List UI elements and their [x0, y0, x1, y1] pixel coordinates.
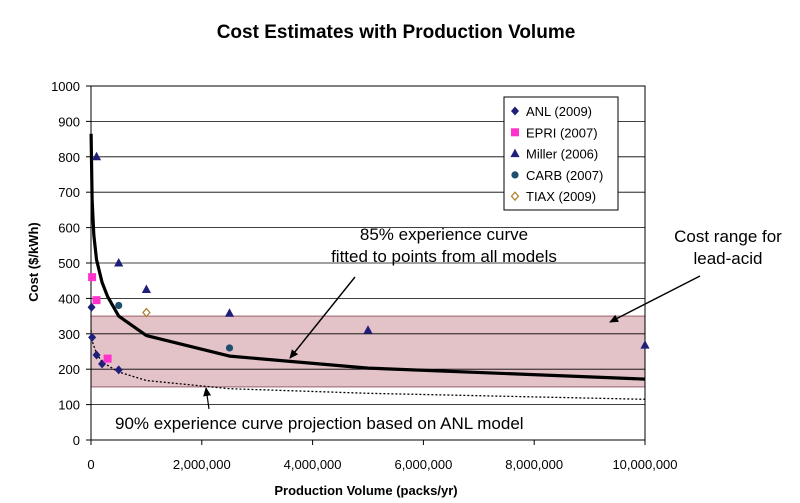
x-tick-label: 4,000,000: [284, 457, 342, 472]
fit-curve-85pct: [89, 133, 646, 381]
legend-marker: [511, 106, 519, 116]
annotation-layer: 85% experience curve fitted to points fro…: [115, 225, 782, 433]
chart-title: Cost Estimates with Production Volume: [217, 22, 576, 43]
plot-frame: [90, 85, 646, 441]
legend-label: TIAX (2009): [526, 189, 596, 204]
lead-acid-label-line: Cost range for: [674, 227, 782, 246]
y-tick-label: 1000: [51, 79, 80, 94]
points-layer: [87, 151, 650, 375]
x-tick-label: 8,000,000: [505, 457, 563, 472]
data-point-triangle: [640, 340, 650, 349]
lead-acid-label: Cost range for lead-acid: [674, 227, 782, 268]
legend: ANL (2009) EPRI (2007) Miller (2006) CARB (…: [503, 96, 619, 211]
y-tick-label: 900: [58, 114, 80, 129]
legend-marker: [510, 191, 520, 202]
y-tick-label: 200: [58, 362, 80, 377]
projection-curve-label: 90% experience curve projection based on…: [115, 414, 524, 433]
data-point-diamond: [88, 332, 97, 342]
legend-label: Miller (2006): [526, 147, 598, 162]
data-point-circle: [225, 344, 234, 352]
lead-acid-arrow: [609, 275, 701, 323]
fit-curve-label-line: 85% experience curve: [360, 225, 528, 244]
data-point-diamond: [92, 350, 101, 360]
data-point-diamond: [114, 365, 123, 375]
lead-acid-label-line: lead-acid: [694, 249, 763, 268]
data-point-triangle: [114, 258, 124, 267]
data-point-square: [88, 273, 97, 282]
y-axis-title: Cost ($/kWh): [26, 222, 41, 301]
legend-marker: [510, 148, 520, 158]
data-point-square: [103, 354, 112, 363]
x-tick-label: 2,000,000: [173, 457, 231, 472]
legend-label: ANL (2009): [526, 104, 592, 119]
data-point-triangle: [363, 325, 373, 334]
y-tick-label: 500: [58, 256, 80, 271]
y-tick-label: 400: [58, 291, 80, 306]
y-tick-label: 800: [58, 150, 80, 165]
y-tick-label: 100: [58, 398, 80, 413]
legend-label: EPRI (2007): [526, 125, 598, 140]
x-tick-label: 6,000,000: [394, 457, 452, 472]
data-point-triangle: [141, 284, 151, 294]
legend-marker: [511, 128, 519, 137]
projection-curve-arrow: [203, 387, 212, 410]
y-tick-label: 600: [58, 221, 80, 236]
legend-marker: [511, 171, 519, 179]
legend-box: [503, 96, 619, 211]
data-point-triangle: [91, 151, 102, 161]
data-point-diamond: [87, 302, 96, 312]
fit-curve-label-line: fitted to points from all models: [331, 247, 557, 266]
fit-curve-arrow: [289, 276, 356, 359]
x-tick-label: 10,000,000: [612, 457, 677, 472]
data-point-triangle: [224, 308, 235, 317]
x-axis-title: Production Volume (packs/yr): [274, 483, 457, 498]
y-tick-label: 700: [58, 185, 80, 200]
x-tick-label: 0: [87, 457, 94, 472]
data-point-circle: [115, 301, 123, 310]
y-tick-label: 0: [73, 433, 80, 448]
fit-curve-label: 85% experience curve fitted to points fro…: [331, 225, 557, 266]
axes-layer: 0 100 200 300 400 500 600 700 800 900 1000 0 2,000,0…: [51, 79, 677, 472]
data-point-open-diamond: [142, 307, 151, 318]
y-tick-label: 300: [58, 327, 80, 342]
legend-label: CARB (2007): [526, 168, 603, 183]
data-point-square: [92, 296, 101, 305]
